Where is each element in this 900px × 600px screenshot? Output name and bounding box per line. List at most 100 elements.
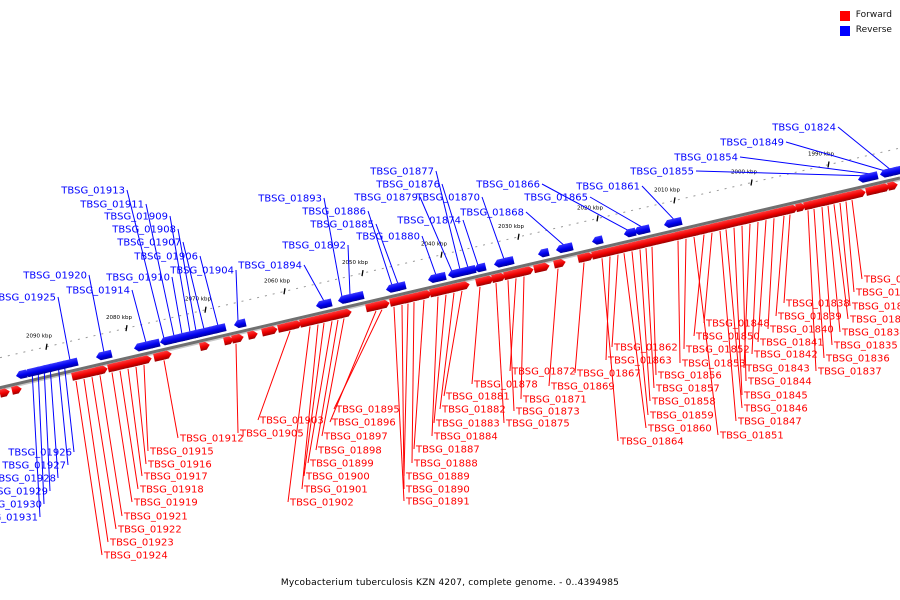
label-connector (462, 219, 479, 266)
gene-label: TBSG_01906 (133, 252, 198, 263)
label-connector (845, 201, 855, 293)
legend: Forward Reverse (839, 8, 892, 38)
label-connector (431, 296, 439, 437)
gene-forward (689, 227, 702, 237)
label-connector (57, 363, 69, 466)
scale-tick-label: 2060 kbp (264, 278, 290, 284)
label-connector (813, 208, 825, 359)
gene-label: TBSG_01834 (841, 328, 900, 339)
scale-tick-label: 2080 kbp (106, 315, 132, 321)
gene-label: TBSG_01824 (771, 123, 836, 134)
label-connector (49, 364, 59, 479)
gene-label: TBSG_01866 (475, 180, 540, 191)
gene-label: TBSG_01844 (747, 377, 812, 388)
label-connector (421, 235, 437, 276)
gene-forward (285, 321, 298, 331)
gene-forward (261, 326, 278, 337)
label-connector (75, 380, 103, 556)
gene-forward (803, 200, 816, 211)
label-connector (347, 244, 351, 296)
gene-label: TBSG_01891 (405, 497, 470, 508)
gene-forward (419, 290, 432, 300)
label-connector (783, 214, 791, 304)
label-connector (520, 276, 525, 400)
label-connector (37, 367, 45, 505)
gene-forward (627, 241, 640, 252)
gene-label: TBSG_01857 (655, 384, 720, 395)
gene-label: TBSG_01878 (473, 380, 538, 391)
scale-tick (125, 324, 128, 332)
map-caption: Mycobacterium tuberculosis KZN 4207, com… (280, 578, 620, 588)
gene-forward (769, 208, 782, 219)
gene-label: TBSG_01867 (576, 369, 641, 380)
gene-forward (0, 388, 10, 398)
label-connector (199, 255, 219, 326)
label-connector (639, 249, 651, 402)
label-connector (235, 343, 239, 434)
label-connector (631, 251, 649, 416)
scale-tick-label: 2050 kbp (342, 260, 368, 266)
label-connector (623, 253, 647, 429)
label-connector (703, 232, 713, 324)
label-connector (611, 254, 619, 348)
label-connector (99, 375, 123, 517)
gene-label: TBSG_01883 (435, 419, 500, 430)
gene-label: TBSG_01887 (415, 445, 480, 456)
label-connector (329, 310, 377, 423)
gene-forward (79, 369, 92, 379)
label-connector (91, 377, 117, 530)
gene-label: TBSG_01927 (1, 461, 66, 472)
label-connector (301, 324, 319, 490)
gene-forward (761, 210, 774, 221)
gene-label: TBSG_01871 (522, 395, 587, 406)
gene-forward (107, 362, 120, 373)
gene-forward (579, 252, 592, 263)
gene-label: TBSG_01915 (149, 447, 214, 458)
gene-forward (433, 286, 446, 297)
label-connector (509, 278, 517, 372)
gene-label: TBSG_01880 (355, 232, 420, 243)
label-connector (693, 234, 705, 337)
label-connector (651, 246, 657, 376)
gene-label: TBSG_01894 (237, 261, 302, 272)
gene-label: TBSG_01877 (369, 167, 434, 178)
gene-reverse (234, 318, 247, 329)
gene-label: TBSG_01872 (511, 367, 576, 378)
gene-label: TBSG_01864 (619, 437, 684, 448)
gene-label: TBSG_01909 (103, 212, 168, 223)
gene-labels: TBSG_01824 TBSG_01849 TBSG_01854 TBSG_01855… (0, 123, 900, 562)
gene-label: TBSG_01848 (705, 319, 770, 330)
scale-tick (440, 251, 443, 258)
scale-tick (673, 197, 676, 204)
label-connector (307, 321, 333, 464)
gene-label: TBSG_01840 (769, 325, 834, 336)
label-connector (411, 302, 415, 464)
label-connector (375, 223, 399, 285)
gene-label: TBSG_01897 (323, 432, 388, 443)
gene-label: TBSG_01847 (737, 417, 802, 428)
gene-label: TBSG_01852 (685, 345, 750, 356)
gene-forward (707, 223, 720, 233)
label-connector (739, 156, 871, 175)
gene-label: TBSG_01881 (445, 392, 510, 403)
reverse-swatch (839, 25, 850, 36)
gene-reverse (432, 272, 445, 283)
gene-label: TBSG_01914 (65, 286, 130, 297)
label-connector (131, 289, 147, 343)
gene-reverse (670, 216, 683, 227)
gene-forward (11, 385, 22, 395)
label-connector (733, 227, 743, 396)
gene-forward (887, 181, 898, 191)
gene-label: TBSG_01911 (79, 200, 144, 211)
gene-forward (681, 229, 694, 239)
gene-forward (313, 314, 326, 325)
gene-forward (389, 297, 402, 307)
gene-label: TBSG_01860 (647, 424, 712, 435)
scale-tick-label: 2020 kbp (577, 205, 603, 211)
gene-forward (441, 284, 454, 295)
label-connector (419, 196, 453, 272)
gene-forward (597, 248, 610, 259)
gene-label: TBSG_01841 (759, 338, 824, 349)
gene-forward (779, 206, 792, 216)
gene-label: TBSG_01895 (335, 405, 400, 416)
